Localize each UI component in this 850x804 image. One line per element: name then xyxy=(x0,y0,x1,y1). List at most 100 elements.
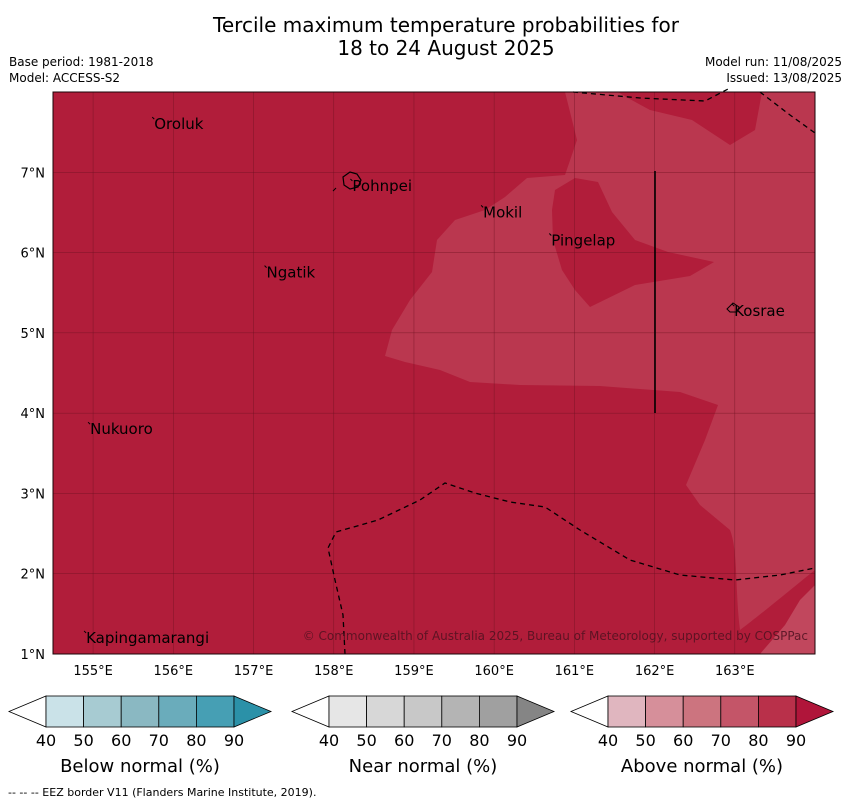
legend-tick-label: 50 xyxy=(356,731,376,750)
legend-max-arrow xyxy=(233,695,273,728)
y-tick-label: 2°N xyxy=(21,568,46,583)
eez-border-northeast xyxy=(759,91,816,134)
y-tick-label: 6°N xyxy=(21,247,46,262)
gridlines xyxy=(53,92,815,655)
legend-tick-label: 60 xyxy=(111,731,131,750)
eez-border-note: -- -- -- EEZ border V11 (Flanders Marine… xyxy=(8,786,317,799)
place-marker xyxy=(151,116,155,120)
issued-text: Issued: 13/08/2025 xyxy=(726,71,842,85)
eez-borders xyxy=(327,87,816,655)
place-marker xyxy=(480,205,484,208)
legend-max-arrow xyxy=(795,695,835,728)
legend-min-arrow xyxy=(290,695,330,728)
ant-atoll-mark xyxy=(332,187,337,192)
x-tick-label: 158°E xyxy=(314,664,354,679)
y-tick-label: 7°N xyxy=(21,166,46,181)
legend-label: Above normal (%) xyxy=(621,756,783,777)
place-label: Nukuoro xyxy=(90,420,153,438)
x-tick-label: 159°E xyxy=(394,664,434,679)
above-normal-70-patch xyxy=(760,585,815,654)
eez-border-north xyxy=(572,87,731,102)
legend-tick-label: 90 xyxy=(507,731,527,750)
x-tick-label: 161°E xyxy=(555,664,595,679)
legend-colorbar: 40 50 60 70 80 90 Near normal (%) xyxy=(290,695,556,777)
x-tick-label: 157°E xyxy=(234,664,274,679)
legend-tick-label: 90 xyxy=(786,731,806,750)
legend-max-arrow xyxy=(516,695,556,728)
place-marker xyxy=(87,421,91,425)
above-normal-90-patch-pingelap xyxy=(552,178,714,307)
place-markers: Oroluk Pohnpei Mokil Pingelap Ngatik Kosrae Nu… xyxy=(83,115,785,647)
legend-swatch xyxy=(403,695,443,728)
legend-tick-label: 60 xyxy=(394,731,414,750)
place-label: Ngatik xyxy=(267,264,316,282)
legend-swatch xyxy=(83,695,122,728)
title-line-2: 18 to 24 August 2025 xyxy=(337,36,555,60)
legend-tick-label: 60 xyxy=(673,731,693,750)
legend-swatch xyxy=(758,695,797,728)
legend-swatch xyxy=(607,695,646,728)
legend-swatch xyxy=(45,695,84,728)
place-marker xyxy=(731,303,735,307)
place-label: Pingelap xyxy=(551,232,615,250)
legend-tick-label: 70 xyxy=(149,731,169,750)
y-tick-label: 3°N xyxy=(21,487,46,502)
legend-swatch xyxy=(720,695,759,728)
above-normal-80-region xyxy=(385,92,815,630)
meta-right: Model run: 11/08/2025 Issued: 13/08/2025 xyxy=(705,54,842,86)
legend-label: Near normal (%) xyxy=(349,756,498,777)
above-normal-90-patch-north xyxy=(618,92,762,145)
model-text: Model: ACCESS-S2 xyxy=(9,71,121,85)
x-tick-label: 155°E xyxy=(73,664,113,679)
legend-tick-label: 50 xyxy=(635,731,655,750)
copyright-text: © Commonwealth of Australia 2025, Bureau… xyxy=(303,629,808,643)
y-tick-label: 1°N xyxy=(21,648,46,663)
legend-min-arrow xyxy=(569,695,609,728)
title-line-1: Tercile maximum temperature probabilitie… xyxy=(213,13,679,37)
place-marker xyxy=(350,178,353,182)
map-panel: Oroluk Pohnpei Mokil Pingelap Ngatik Kosrae Nu… xyxy=(52,87,816,655)
place-label: Oroluk xyxy=(154,115,203,133)
x-tick-label: 162°E xyxy=(635,664,675,679)
legend-swatch xyxy=(441,695,480,728)
y-tick-label: 4°N xyxy=(21,407,46,422)
legend-tick-label: 70 xyxy=(432,731,452,750)
place-marker xyxy=(264,265,267,268)
legend-tick-label: 70 xyxy=(711,731,731,750)
legend-tick-label: 90 xyxy=(224,731,244,750)
legend-swatch xyxy=(195,695,235,728)
legend-tick-label: 80 xyxy=(186,731,206,750)
legend-swatch xyxy=(120,695,160,728)
legend-label: Below normal (%) xyxy=(60,756,220,777)
legend-tick-label: 80 xyxy=(469,731,489,750)
legend-tick-label: 40 xyxy=(319,731,339,750)
legend-swatch xyxy=(366,695,405,728)
island-outlines xyxy=(332,171,740,313)
legend-tick-label: 40 xyxy=(598,731,618,750)
legend-swatch xyxy=(328,695,367,728)
axis-ticks: 155°E 156°E 157°E 158°E 159°E 160°E 161°E 162°E… xyxy=(21,166,755,679)
x-tick-label: 156°E xyxy=(154,664,194,679)
x-tick-label: 163°E xyxy=(715,664,755,679)
legend-tick-label: 50 xyxy=(73,731,93,750)
place-marker xyxy=(548,233,552,236)
meta-left: Base period: 1981-2018 Model: ACCESS-S2 xyxy=(9,54,154,86)
kosrae-outline xyxy=(726,302,740,313)
legend-tick-label: 80 xyxy=(748,731,768,750)
place-label: Mokil xyxy=(483,203,522,221)
legend-swatch xyxy=(682,695,722,728)
base-period-text: Base period: 1981-2018 xyxy=(9,55,154,69)
legend-swatch xyxy=(645,695,684,728)
map-title: Tercile maximum temperature probabilitie… xyxy=(0,14,850,60)
pohnpei-outline xyxy=(342,171,362,190)
legend-tick-label: 40 xyxy=(36,731,56,750)
place-label: Pohnpei xyxy=(352,177,412,195)
place-label: Kosrae xyxy=(734,302,785,320)
legend-swatch xyxy=(158,695,197,728)
y-tick-label: 5°N xyxy=(21,327,46,342)
place-marker xyxy=(83,630,87,634)
